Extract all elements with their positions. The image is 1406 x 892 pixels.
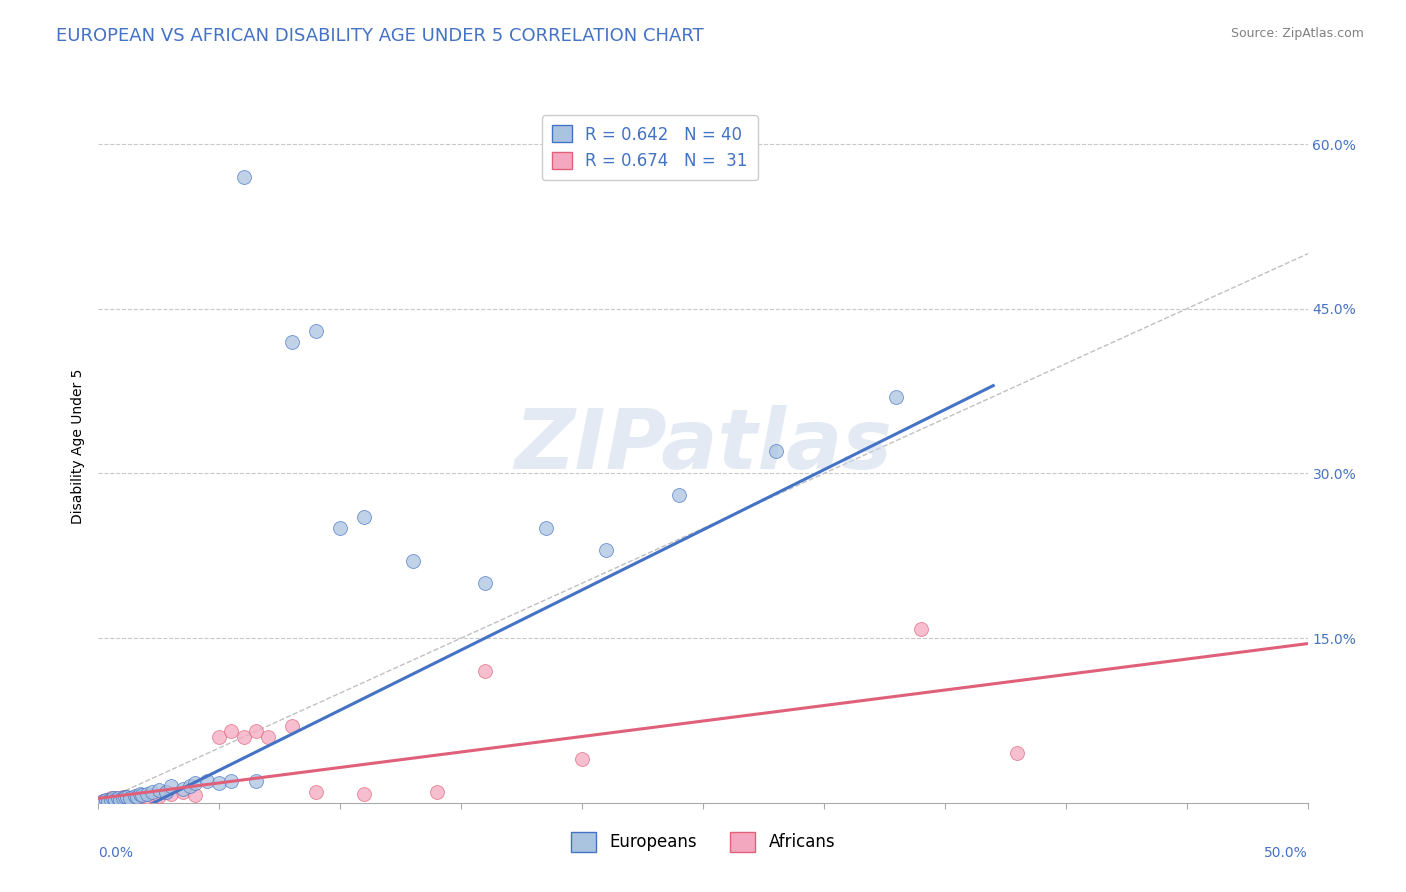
Point (97, 794, 120, 808)
Point (101, 792, 124, 806)
Y-axis label: Disability Age Under 5: Disability Age Under 5 (70, 368, 84, 524)
Point (208, 730, 231, 744)
Legend: R = 0.642   N = 40, R = 0.674   N =  31: R = 0.642 N = 40, R = 0.674 N = 31 (543, 115, 758, 180)
Text: ZIPatlas: ZIPatlas (515, 406, 891, 486)
Point (353, 510, 375, 524)
Point (184, 788, 207, 802)
Point (426, 785, 449, 799)
Point (172, 785, 194, 799)
Point (886, 390, 908, 404)
Point (195, 773, 218, 788)
Point (155, 785, 177, 799)
Point (100, 791, 122, 805)
Point (184, 776, 207, 790)
Text: 0.0%: 0.0% (98, 846, 134, 860)
Point (155, 785, 177, 799)
Point (127, 790, 149, 805)
Point (353, 787, 375, 801)
Point (114, 790, 136, 805)
Point (221, 773, 243, 788)
Point (94, 792, 117, 806)
Point (91, 794, 114, 808)
Point (100, 792, 122, 806)
Point (141, 788, 163, 802)
Point (305, 785, 328, 799)
Point (111, 791, 134, 805)
Point (179, 780, 201, 794)
Point (571, 752, 593, 766)
Point (329, 521, 352, 535)
Point (104, 791, 127, 805)
Point (94, 792, 117, 806)
Point (135, 787, 157, 801)
Text: Source: ZipAtlas.com: Source: ZipAtlas.com (1230, 27, 1364, 40)
Point (118, 791, 141, 805)
Point (107, 792, 129, 806)
Text: 50.0%: 50.0% (1264, 846, 1308, 860)
Point (97, 794, 120, 808)
Point (668, 488, 690, 502)
Point (765, 444, 787, 458)
Point (111, 790, 134, 805)
Point (172, 781, 194, 796)
Point (402, 554, 425, 568)
Point (148, 789, 170, 804)
Point (160, 787, 183, 801)
Point (281, 719, 304, 733)
Point (256, 730, 278, 744)
Point (117, 790, 139, 805)
Point (135, 790, 157, 805)
Point (107, 791, 129, 805)
Point (101, 791, 124, 805)
Point (128, 789, 150, 804)
Point (281, 334, 304, 349)
Point (595, 543, 617, 558)
Point (141, 785, 163, 799)
Point (124, 789, 146, 804)
Point (245, 773, 267, 788)
Point (221, 724, 243, 739)
Point (124, 790, 146, 805)
Point (474, 664, 496, 678)
Point (245, 724, 267, 739)
Point (128, 787, 150, 801)
Point (232, 169, 254, 184)
Point (910, 623, 932, 637)
Text: EUROPEAN VS AFRICAN DISABILITY AGE UNDER 5 CORRELATION CHART: EUROPEAN VS AFRICAN DISABILITY AGE UNDER… (56, 27, 704, 45)
Point (117, 791, 139, 805)
Point (131, 788, 153, 802)
Point (91, 794, 114, 808)
Point (474, 576, 496, 591)
Point (104, 792, 127, 806)
Point (148, 782, 170, 797)
Point (232, 730, 254, 744)
Point (160, 780, 183, 794)
Point (208, 776, 231, 790)
Point (534, 521, 557, 535)
Point (108, 792, 131, 806)
Point (305, 324, 328, 338)
Point (1007, 747, 1029, 761)
